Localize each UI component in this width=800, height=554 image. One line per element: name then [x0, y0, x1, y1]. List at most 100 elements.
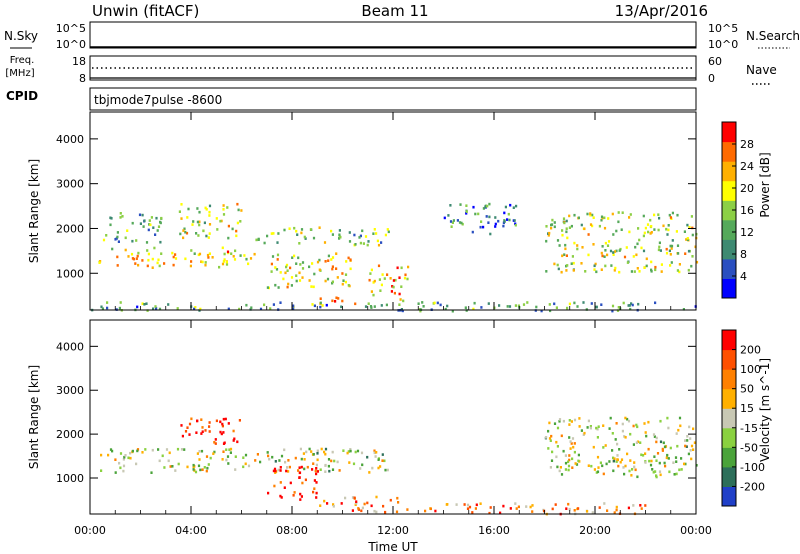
- power-data-cell: [665, 227, 668, 231]
- power-data-cell: [157, 258, 160, 262]
- power-data-cell: [100, 305, 103, 309]
- power-data-cell: [143, 303, 146, 306]
- power-data-cell: [266, 234, 269, 238]
- power-data-cell: [208, 232, 211, 235]
- power-data-cell: [444, 307, 447, 311]
- power-data-cell: [606, 244, 610, 247]
- velocity-data-cell: [129, 456, 132, 460]
- velocity-data-cell: [572, 445, 575, 449]
- velocity-data-cell: [205, 455, 209, 458]
- power-data-cell: [632, 255, 635, 258]
- power-data-cell: [487, 221, 490, 224]
- velocity-data-cell: [208, 425, 211, 428]
- velocity-data-cell: [215, 419, 218, 423]
- power-data-cell: [645, 257, 648, 261]
- power-data-cell: [298, 242, 301, 245]
- velocity-data-cell: [361, 506, 364, 510]
- power-data-cell: [159, 240, 162, 244]
- power-data-cell: [370, 306, 373, 309]
- power-colorbar-tick-label: 8: [740, 248, 747, 261]
- velocity-data-cell: [640, 507, 643, 510]
- power-data-cell: [154, 305, 157, 308]
- power-data-cell: [141, 259, 144, 262]
- power-data-cell: [396, 266, 399, 270]
- velocity-data-cell: [201, 426, 204, 429]
- power-data-cell: [665, 251, 669, 255]
- velocity-data-cell: [319, 504, 322, 507]
- velocity-data-cell: [589, 426, 592, 430]
- power-data-cell: [612, 251, 615, 254]
- power-data-cell: [558, 244, 561, 247]
- power-data-cell: [245, 257, 248, 261]
- power-data-cell: [156, 229, 159, 232]
- power-data-cell: [205, 234, 208, 238]
- velocity-colorbar-tick-label: -15: [740, 422, 758, 435]
- velocity-data-cell: [229, 447, 233, 451]
- power-data-cell: [465, 204, 468, 207]
- power-data-cell: [506, 305, 509, 308]
- velocity-data-cell: [259, 460, 262, 464]
- velocity-data-cell: [690, 457, 693, 461]
- velocity-data-cell: [466, 503, 470, 507]
- velocity-data-cell: [200, 449, 204, 453]
- velocity-data-cell: [197, 464, 201, 468]
- power-data-cell: [670, 261, 673, 264]
- velocity-data-cell: [213, 450, 216, 454]
- power-data-cell: [279, 271, 282, 274]
- velocity-colorbar-frame: [721, 329, 737, 507]
- nsky-tick-bottom: 10^0: [56, 38, 86, 51]
- power-data-cell: [590, 302, 593, 305]
- velocity-data-cell: [344, 496, 347, 500]
- power-data-cell: [249, 308, 252, 311]
- power-data-cell: [390, 290, 393, 293]
- power-data-cell: [600, 251, 603, 255]
- power-data-cell: [98, 261, 101, 264]
- power-data-cell: [670, 247, 673, 250]
- power-data-cell: [187, 207, 190, 211]
- power-data-cell: [116, 255, 119, 259]
- power-data-cell: [143, 219, 146, 222]
- power-data-cell: [649, 218, 652, 222]
- power-data-cell: [610, 264, 613, 267]
- velocity-data-cell: [316, 470, 319, 473]
- power-data-cell: [358, 236, 361, 239]
- power-data-cell: [392, 285, 395, 289]
- velocity-data-cell: [375, 495, 378, 499]
- velocity-data-cell: [351, 496, 355, 499]
- velocity-data-cell: [571, 466, 574, 469]
- velocity-data-cell: [180, 448, 184, 451]
- velocity-data-cell: [567, 460, 570, 464]
- velocity-data-cell: [571, 457, 574, 461]
- power-ytick-label: 3000: [56, 178, 84, 191]
- velocity-data-cell: [294, 456, 297, 460]
- velocity-data-cell: [327, 458, 331, 461]
- power-data-cell: [131, 257, 134, 260]
- velocity-data-cell: [200, 432, 203, 435]
- power-data-cell: [640, 246, 643, 250]
- velocity-data-cell: [674, 456, 678, 459]
- velocity-data-cell: [692, 448, 695, 451]
- power-data-cell: [198, 252, 202, 256]
- velocity-data-cell: [361, 463, 364, 467]
- velocity-data-cell: [168, 451, 171, 455]
- power-data-cell: [274, 283, 277, 287]
- velocity-data-cell: [684, 444, 687, 448]
- velocity-data-cell: [301, 481, 304, 485]
- power-data-cell: [138, 213, 142, 217]
- power-data-cell: [628, 304, 631, 307]
- power-data-cell: [238, 307, 241, 311]
- velocity-data-cell: [547, 429, 550, 433]
- velocity-data-cell: [615, 460, 618, 463]
- power-data-cell: [105, 234, 108, 237]
- power-data-cell: [155, 216, 158, 220]
- velocity-colorbar-segment: [722, 427, 736, 448]
- power-data-cell: [313, 304, 316, 308]
- velocity-data-cell: [220, 432, 223, 436]
- velocity-data-cell: [225, 458, 228, 462]
- power-data-cell: [535, 305, 538, 309]
- velocity-data-cell: [624, 436, 627, 439]
- power-data-cell: [450, 225, 453, 228]
- power-data-cell: [194, 306, 197, 309]
- power-data-cell: [502, 224, 505, 228]
